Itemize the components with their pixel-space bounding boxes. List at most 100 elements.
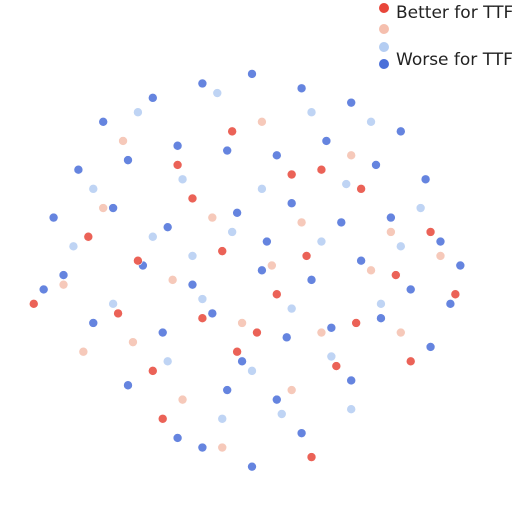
point [68, 241, 79, 252]
legend-label: Better for TTF [396, 3, 512, 23]
point [336, 217, 347, 228]
point [128, 337, 138, 347]
point [366, 117, 376, 127]
point [227, 126, 237, 137]
point [237, 318, 247, 328]
point [306, 452, 317, 462]
point [83, 231, 94, 242]
point [247, 69, 257, 79]
point [415, 203, 426, 213]
point [351, 318, 361, 328]
point [395, 241, 406, 252]
legend-marker [379, 59, 389, 69]
point [232, 346, 242, 357]
point [386, 212, 396, 223]
point [148, 366, 158, 376]
point [435, 251, 446, 261]
point [222, 145, 232, 156]
point [306, 275, 317, 285]
point [346, 97, 357, 108]
point [281, 332, 292, 343]
point [405, 284, 416, 295]
point [133, 255, 143, 266]
point [217, 246, 228, 256]
point [187, 279, 198, 290]
point [356, 255, 366, 266]
point [98, 117, 108, 127]
point [157, 413, 168, 424]
point [346, 150, 357, 161]
point [286, 303, 297, 314]
point [88, 184, 99, 194]
point [237, 356, 247, 367]
point [326, 322, 337, 333]
point [366, 265, 376, 276]
point [162, 356, 173, 367]
point [232, 208, 242, 218]
point [38, 284, 49, 295]
point [262, 236, 272, 247]
point [395, 327, 406, 338]
point [207, 308, 218, 319]
point [162, 222, 173, 232]
point [276, 409, 287, 419]
point [371, 160, 381, 170]
point [148, 93, 158, 103]
point [301, 251, 312, 261]
point [28, 299, 39, 309]
point [133, 107, 143, 118]
point [331, 361, 342, 371]
point [123, 380, 133, 391]
point [197, 294, 208, 304]
point [227, 227, 237, 237]
point [257, 184, 267, 194]
point [296, 217, 307, 228]
legend-marker [379, 42, 389, 52]
point [306, 107, 317, 118]
point [316, 327, 327, 338]
point [271, 289, 282, 300]
point [356, 184, 366, 194]
point [435, 236, 446, 247]
point [197, 442, 208, 453]
point [376, 313, 386, 323]
point [207, 212, 218, 223]
point [58, 270, 69, 280]
point [296, 428, 307, 438]
point [425, 342, 436, 352]
point [58, 279, 69, 290]
point [197, 313, 208, 323]
point [455, 260, 466, 271]
point [177, 394, 188, 405]
point [197, 78, 208, 89]
point [376, 299, 386, 309]
point [108, 299, 118, 309]
point [172, 160, 183, 170]
point [222, 385, 232, 395]
point [271, 394, 282, 405]
point [73, 164, 84, 175]
point [148, 231, 158, 242]
legend-marker [379, 3, 389, 13]
point [391, 270, 401, 280]
point [108, 203, 118, 213]
point [405, 356, 416, 367]
point [257, 265, 267, 276]
point [212, 88, 223, 98]
point [395, 126, 406, 137]
point [187, 193, 198, 204]
point [123, 155, 133, 165]
point [425, 227, 436, 237]
point [88, 318, 99, 328]
point [257, 117, 267, 127]
point [341, 179, 352, 189]
point [267, 260, 277, 271]
point [113, 308, 123, 319]
point [172, 433, 183, 443]
point [252, 327, 262, 338]
point [316, 236, 327, 247]
point [321, 136, 332, 146]
point [247, 461, 257, 472]
point [48, 212, 59, 223]
